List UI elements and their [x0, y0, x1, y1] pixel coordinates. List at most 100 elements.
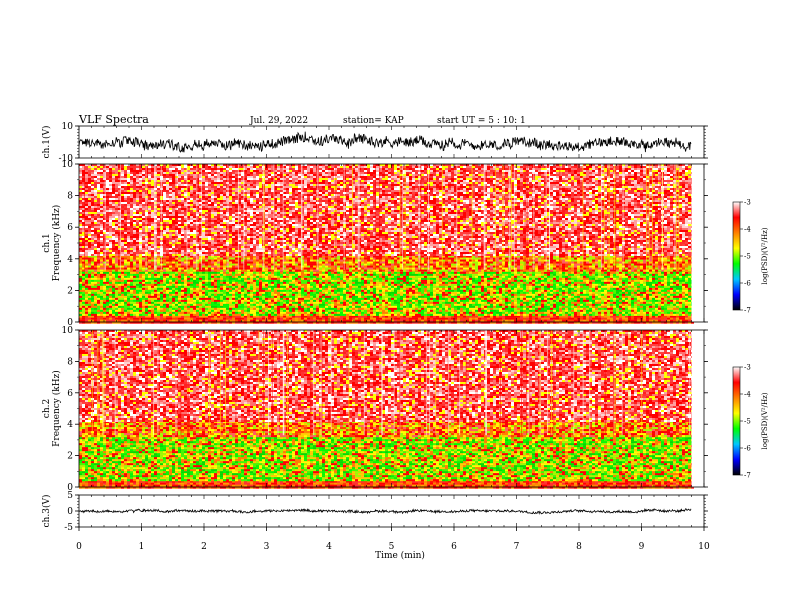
spectral-streak — [659, 164, 661, 270]
spectral-streak — [287, 330, 289, 436]
spectral-streak — [153, 330, 155, 436]
spectral-streak — [510, 164, 512, 270]
spectral-streak — [157, 330, 159, 436]
spectral-streak — [310, 330, 312, 436]
y-tick-label: 6 — [67, 223, 73, 233]
y-tick-label: 4 — [67, 420, 73, 430]
spectral-streak — [456, 164, 458, 270]
spectral-streak — [675, 164, 677, 270]
spectral-streak — [273, 164, 275, 270]
colorbar-tick-label: -4 — [744, 391, 751, 399]
spectral-streak — [381, 330, 383, 436]
spectral-streak — [428, 164, 429, 270]
spectral-streak — [435, 330, 437, 436]
spectral-streak — [219, 330, 221, 436]
spectral-streak — [465, 330, 467, 436]
spectral-streak — [114, 330, 116, 436]
spectral-streak — [154, 164, 155, 270]
x-tick-label: 1 — [139, 542, 145, 552]
colorbar-gradient — [732, 366, 741, 476]
spectral-streak — [471, 164, 473, 270]
y-axis-label: ch.1(V) — [41, 126, 52, 159]
colorbar-tick-label: -6 — [744, 445, 751, 453]
x-tick-label: 8 — [576, 542, 582, 552]
spectral-streak — [418, 164, 420, 270]
spectral-streak — [271, 330, 273, 436]
x-tick-label: 10 — [698, 542, 710, 552]
spectral-streak — [235, 330, 237, 436]
colorbar-label: log(PSD)(V²/Hz) — [761, 392, 769, 449]
x-tick-label: 4 — [326, 542, 332, 552]
y-axis-label: Frequency (kHz) — [51, 205, 62, 282]
spectral-streak — [258, 330, 260, 436]
spectral-streak — [601, 164, 603, 270]
waveform-line — [79, 508, 692, 515]
spectral-streak — [651, 164, 653, 270]
y-tick-label: 6 — [67, 389, 73, 399]
spectral-streak — [317, 164, 319, 270]
y-tick-label: 0 — [67, 318, 73, 328]
spectrogram-image — [79, 164, 694, 324]
spectral-streak — [533, 164, 535, 270]
spectral-streak — [237, 164, 239, 270]
spectral-streak — [103, 330, 105, 436]
spectral-streak — [513, 164, 515, 270]
spectral-streak — [379, 164, 381, 270]
spectral-streak — [381, 330, 383, 436]
spectral-streak — [484, 330, 486, 436]
y-tick-label: 8 — [67, 192, 73, 202]
spectral-streak — [648, 164, 650, 270]
spectral-streak — [485, 330, 487, 436]
colorbar-tick-label: -5 — [744, 253, 751, 261]
spectral-streak — [429, 330, 431, 436]
spectral-streak — [608, 164, 610, 270]
x-tick-label: 9 — [639, 542, 645, 552]
no-data-region — [691, 330, 704, 487]
spectral-streak — [603, 164, 605, 270]
x-tick-label: 0 — [76, 542, 82, 552]
spectral-streak — [268, 330, 269, 436]
spectral-streak — [524, 164, 526, 270]
spectral-streak — [187, 330, 189, 436]
spectral-streak — [363, 330, 365, 436]
colorbar-gradient — [732, 201, 741, 311]
spectral-streak — [154, 164, 156, 270]
ch1-waveform-panel: 10 -10 ch.1(V) — [41, 122, 708, 164]
x-tick-label: 2 — [201, 542, 207, 552]
y-tick-label: 2 — [67, 452, 73, 462]
y-tick-label: 2 — [67, 286, 73, 296]
spectral-streak — [145, 164, 147, 270]
figure-title: VLF Spectra — [78, 113, 149, 126]
spectral-streak — [160, 164, 162, 270]
y-axis-label: ch.2 — [42, 399, 52, 418]
y-tick-label: 10 — [62, 326, 74, 336]
spectral-streak — [227, 164, 229, 270]
spectral-streak — [155, 164, 157, 270]
waveform-line — [78, 131, 692, 153]
spectral-streak — [582, 164, 584, 270]
spectral-streak — [393, 330, 395, 436]
x-tick-label: 6 — [451, 542, 457, 552]
spectral-streak — [641, 330, 643, 436]
spectral-streak — [282, 164, 284, 270]
y-tick-label: 0 — [67, 483, 73, 493]
spectral-streak — [678, 164, 680, 270]
colorbar-ch2: -3 -4 -5 -6 -7 log(PSD)(V²/Hz) — [732, 364, 769, 480]
ch2-spectrogram-panel: 0 2 4 6 8 10 ch.2 Frequency (kHz) — [42, 326, 708, 493]
y-axis-label: Frequency (kHz) — [51, 370, 62, 447]
colorbar-ch1: -3 -4 -5 -6 -7 log(PSD)(V²/Hz) — [732, 199, 769, 315]
colorbar-tick-label: -7 — [744, 307, 751, 315]
spectral-streak — [420, 164, 422, 270]
spectral-streak — [186, 164, 188, 270]
spectral-streak — [313, 330, 315, 436]
spectral-streak — [573, 330, 575, 436]
y-tick-label: 0 — [67, 507, 73, 517]
spectral-streak — [604, 330, 606, 436]
spectral-streak — [621, 330, 623, 436]
spectral-streak — [277, 330, 279, 436]
spectral-streak — [589, 330, 591, 436]
spectral-streak — [399, 330, 401, 436]
colorbar-label: log(PSD)(V²/Hz) — [761, 227, 769, 284]
spectral-streak — [399, 164, 401, 270]
spectral-streak — [243, 164, 245, 270]
